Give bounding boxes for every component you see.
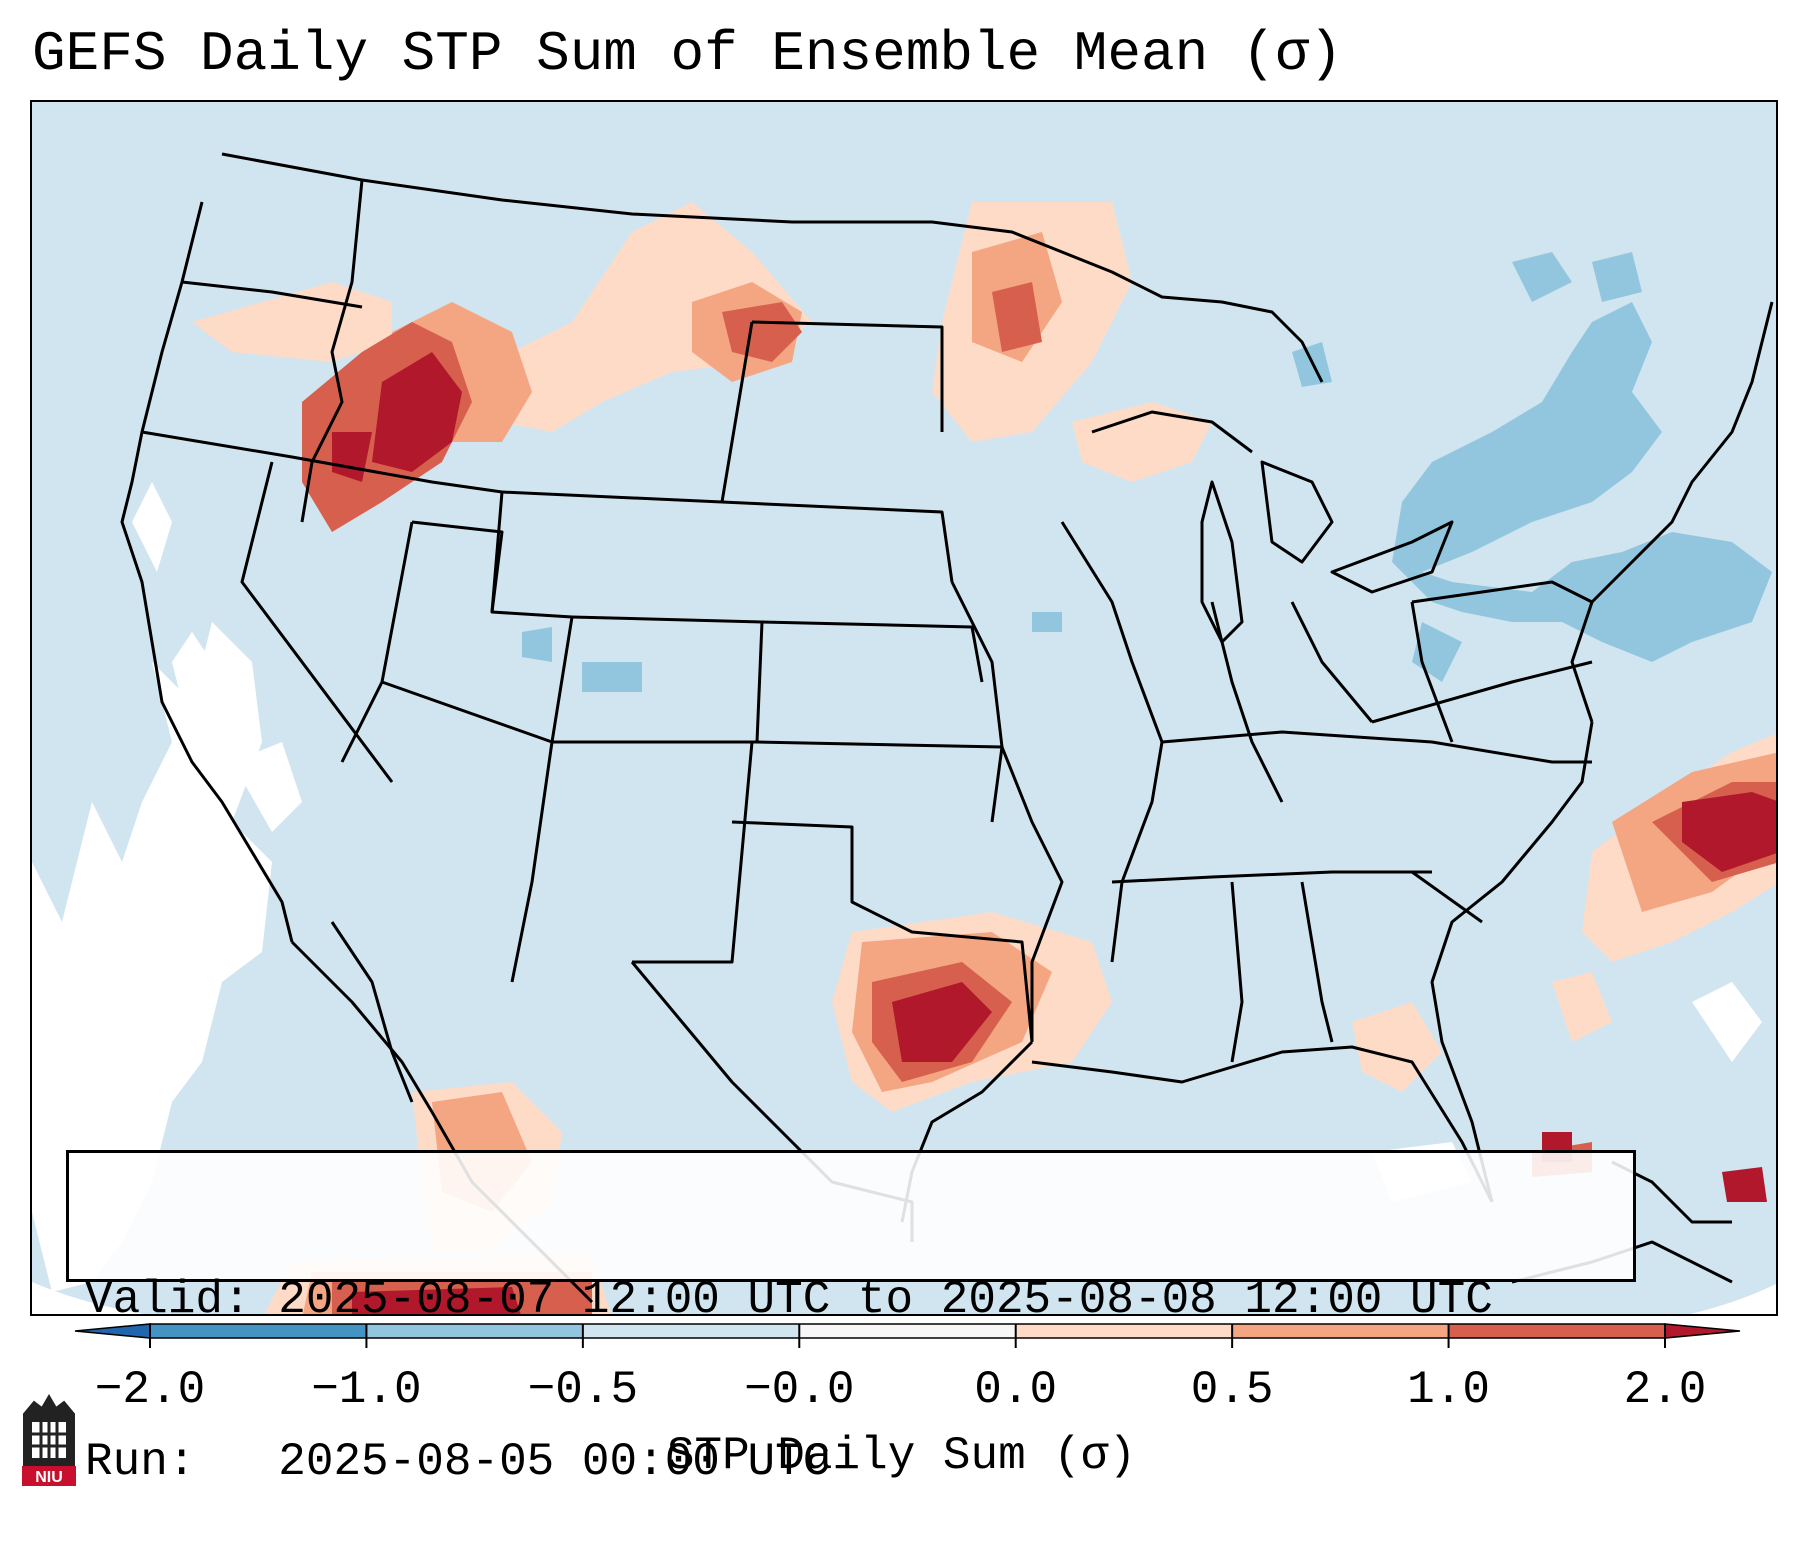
map-frame: [30, 100, 1778, 1316]
map-canvas: [32, 102, 1776, 1314]
colorbar-tick-label: −0.0: [744, 1364, 855, 1416]
colorbar-tick-label: 0.5: [1190, 1364, 1274, 1416]
colorbar-tick-label: 2.0: [1623, 1364, 1707, 1416]
colorbar-tick-label: −2.0: [94, 1364, 206, 1416]
colorbar-over-extension: [1664, 1323, 1741, 1339]
colorbar-tick-label: 0.0: [974, 1364, 1058, 1416]
chart-title: GEFS Daily STP Sum of Ensemble Mean (σ): [32, 22, 1343, 86]
state-borders: [120, 152, 1774, 1304]
outside-domain: [32, 1282, 145, 1314]
colorbar-tick-label: −1.0: [311, 1364, 422, 1416]
colorbar-tick-label: 1.0: [1407, 1364, 1490, 1416]
colorbar-title: STP Daily Sum (σ): [666, 1430, 1137, 1482]
extreme-positive-anomaly-areas: [332, 352, 1776, 1314]
logo-text: NIU: [35, 1469, 63, 1486]
valid-time-text: Valid: 2025-08-07 12:00 UTC to 2025-08-0…: [85, 1274, 1493, 1326]
outside-domain-right: [1690, 1283, 1776, 1314]
niu-logo: NIU: [22, 1394, 76, 1486]
run-time-text: Run: 2025-08-05 00:00 UTC: [85, 1436, 831, 1488]
colorbar-tick-label: −0.5: [527, 1364, 639, 1416]
valid-run-info-box: Valid: 2025-08-07 12:00 UTC to 2025-08-0…: [66, 1150, 1636, 1488]
negative-anomaly-areas: [522, 252, 1772, 692]
